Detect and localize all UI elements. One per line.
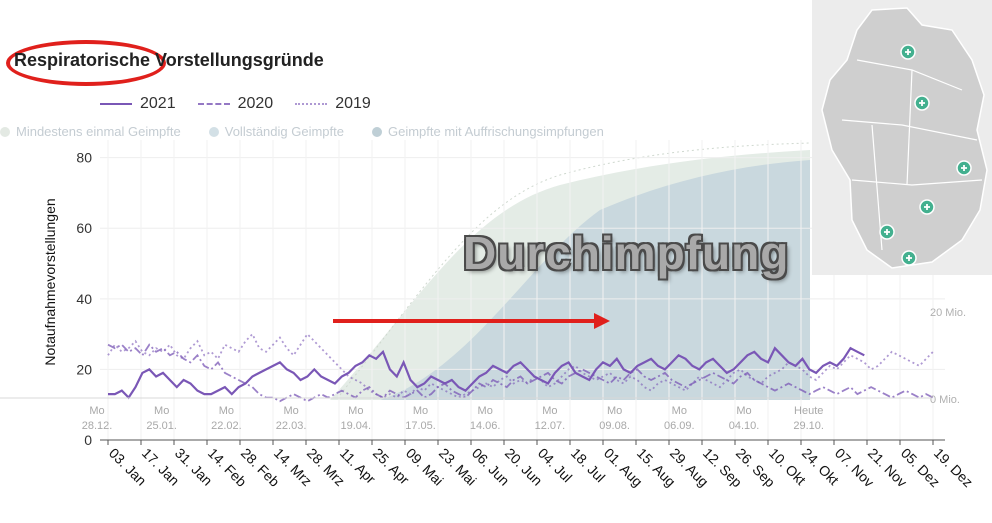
vaccination-legend-item: Geimpfte mit Auffrischungsimpfungen	[371, 124, 604, 139]
overlay-date-label: 04.10.	[729, 420, 760, 432]
vaccination-legend: Mindestens einmal Geimpfte Vollständig G…	[0, 124, 604, 139]
legend-swatch-dot	[295, 103, 328, 105]
overlay-date-layer: Mo 28.12. Mo 25.01. Mo 22.02. Mo 22.03. Mo 19.04.…	[0, 307, 966, 432]
hospital-marker-4	[919, 199, 935, 215]
vaccination-legend-item: Mindestens einmal Geimpfte	[0, 124, 181, 139]
annotation-durchimpfung: Durchimpfung	[463, 227, 790, 279]
x-tick-label: 18. Jul	[568, 445, 608, 485]
vaccination-legend-dot	[371, 126, 382, 137]
germany-map	[812, 0, 992, 275]
overlay-date-label: 09.08.	[599, 420, 630, 432]
overlay-day-label: Mo	[542, 405, 557, 417]
y-axis-label: Notaufnahmevorstellungen	[42, 198, 58, 365]
vaccination-legend-dot	[0, 126, 10, 137]
trend-arrow-head	[594, 313, 610, 329]
overlay-day-label: Mo	[413, 405, 428, 417]
overlay-date-label: 22.02.	[211, 420, 242, 432]
vaccination-legend-label: Geimpfte mit Auffrischungsimpfungen	[387, 124, 604, 139]
overlay-date-label: 28.12.	[82, 420, 113, 432]
germany-outline	[821, 7, 988, 269]
vaccination-legend-dot	[208, 126, 219, 137]
legend-item-2020: 2020	[197, 95, 274, 113]
overlay-date-label: 19.04.	[341, 420, 372, 432]
hospital-marker-5	[879, 224, 895, 240]
legend-label: 2021	[140, 95, 176, 112]
hospital-marker-1	[900, 44, 916, 60]
map-state-borders	[841, 59, 983, 251]
series-layer	[107, 332, 934, 403]
series-line-2019	[107, 332, 934, 399]
series-line-2021	[108, 346, 865, 400]
y-tick-label: 0	[84, 432, 92, 448]
legend-item-2019: 2019	[295, 95, 371, 113]
overlay-date-label: 17.05.	[405, 420, 436, 432]
overlay-day-label: Mo	[736, 405, 751, 417]
legend-item-2021: 2021	[100, 95, 176, 113]
overlay-day-label: Mo	[283, 405, 298, 417]
hospital-marker-2	[914, 95, 930, 111]
legend-swatch-solid	[100, 103, 132, 105]
overlay-day-label: Mo	[607, 405, 622, 417]
overlay-date-label: 22.03.	[276, 420, 307, 432]
overlay-day-label: Heute	[794, 405, 823, 417]
legend-label: 2019	[335, 95, 371, 112]
vaccination-legend-label: Vollständig Geimpfte	[224, 124, 344, 139]
hospital-marker-3	[956, 160, 972, 176]
y-tick-label: 40	[76, 291, 92, 307]
hospital-marker-6	[901, 250, 917, 266]
overlay-day-label: Mo	[478, 405, 493, 417]
overlay-day-label: Mo	[89, 405, 104, 417]
y-tick-label: 80	[76, 150, 92, 166]
legend-swatch-dashdot	[197, 103, 230, 105]
overlay-date-label: 06.09.	[664, 420, 695, 432]
y-tick-label: 60	[76, 220, 92, 236]
overlay-day-label: Mo	[219, 405, 234, 417]
overlay-date-label: 12.07.	[535, 420, 566, 432]
arrow-layer	[333, 313, 610, 329]
overlay-day-label: Mo	[154, 405, 169, 417]
series-line-2020	[107, 343, 934, 403]
title-highlight-ring	[6, 40, 166, 86]
chart-legend: 2021 2020 2019	[100, 95, 371, 113]
grid-layer	[100, 140, 945, 441]
y-tick-label: 20	[76, 361, 92, 377]
vaccination-legend-label: Mindestens einmal Geimpfte	[16, 124, 181, 139]
chart-title: Respiratorische Vorstellungsgründe	[14, 50, 324, 70]
overlay-date-label: 14.06.	[470, 420, 501, 432]
overlay-day-label: Mo	[348, 405, 363, 417]
overlay-date-label: 29.10.	[793, 420, 824, 432]
overlay-day-label: Mo	[672, 405, 687, 417]
overlay-right-axis-label: 20 Mio.	[930, 307, 966, 319]
vaccination-legend-item: Vollständig Geimpfte	[208, 124, 344, 139]
overlay-date-label: 25.01.	[146, 420, 177, 432]
legend-label: 2020	[237, 95, 274, 112]
overlay-right-axis-label: 0 Mio.	[930, 394, 960, 406]
